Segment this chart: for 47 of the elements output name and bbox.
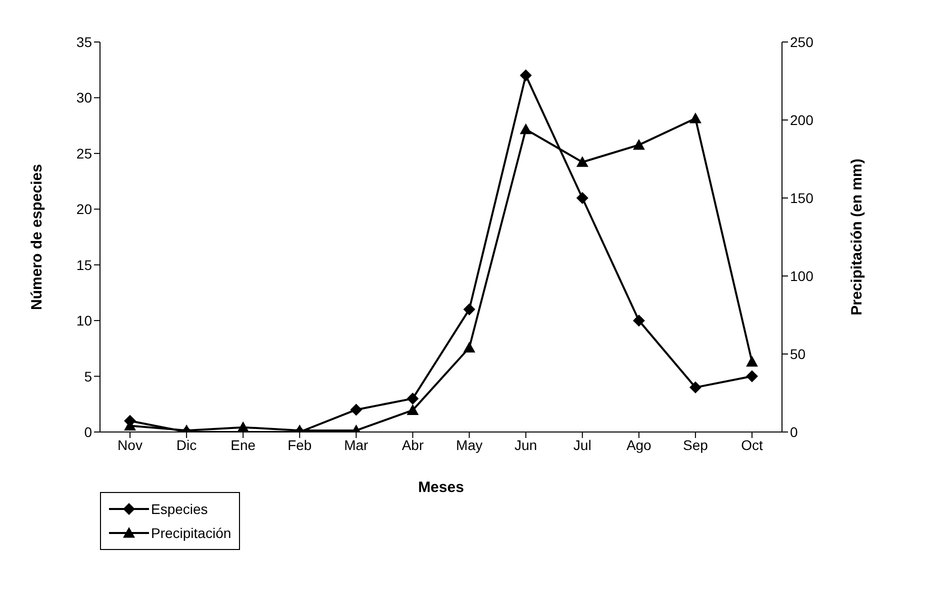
x-tick-label: Ene: [230, 436, 256, 453]
point: [520, 123, 532, 134]
point: [350, 404, 362, 416]
point: [463, 342, 476, 353]
y-tick-label: 30: [76, 90, 92, 106]
x-tick-label: Nov: [118, 436, 142, 453]
y-tick-label: 20: [76, 201, 92, 218]
x-tick-label: May: [456, 436, 482, 453]
point: [632, 138, 645, 150]
x-tick-label: Jul: [573, 436, 592, 453]
point: [406, 392, 419, 405]
y-tick-label: 25: [76, 145, 92, 162]
point: [689, 381, 702, 394]
point: [746, 356, 758, 367]
point: [463, 303, 476, 316]
legend-label: Precipitación: [151, 525, 232, 541]
point: [237, 421, 250, 432]
y-axis-title: Número de especies: [28, 164, 46, 310]
x-tick-label: Oct: [741, 436, 763, 453]
point: [576, 156, 588, 167]
y2-tick-label: 150: [790, 190, 814, 206]
y2-tick-label: 50: [790, 346, 806, 362]
y-tick-label: 0: [84, 424, 92, 440]
point: [520, 69, 532, 82]
y-tick-label: 35: [76, 34, 92, 50]
y-tick-label: 5: [84, 368, 92, 384]
point: [632, 314, 645, 327]
y2-tick-label: 0: [790, 424, 798, 440]
y2-tick-label: 250: [790, 34, 814, 50]
x-tick-label: Sep: [682, 436, 708, 453]
y2-tick-label: 200: [790, 112, 814, 128]
y2-axis-title: Precipitación (en mm): [848, 158, 866, 316]
x-tick-label: Mar: [344, 436, 369, 453]
x-tick-label: Jun: [514, 436, 538, 453]
x-tick-label: Feb: [288, 436, 312, 453]
x-tick-label: Ago: [626, 436, 652, 453]
point: [576, 192, 588, 204]
y-tick-label: 15: [76, 256, 92, 273]
x-axis-title: Meses: [418, 479, 464, 496]
legend-label: Especies: [151, 501, 208, 517]
y2-tick-label: 100: [790, 268, 814, 284]
y-tick-label: 10: [76, 312, 92, 329]
point: [689, 112, 702, 124]
point: [746, 370, 758, 382]
point: [406, 404, 419, 415]
x-tick-label: Dic: [176, 436, 197, 453]
x-tick-label: Abr: [402, 436, 424, 453]
